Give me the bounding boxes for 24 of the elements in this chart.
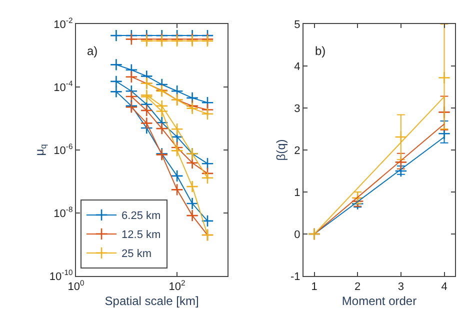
y-tick-label: 10$^{-6}$ bbox=[54, 142, 73, 157]
x-axis-title: Moment order bbox=[342, 294, 417, 308]
y-tick-label: 1 bbox=[294, 186, 300, 199]
y-tick-label: 10$^{-2}$ bbox=[54, 16, 73, 31]
y-axis-title: β(q) bbox=[274, 139, 288, 161]
x-tick-label: 4 bbox=[441, 281, 448, 294]
y-tick-label: 3 bbox=[294, 102, 300, 115]
y-tick-label: 5 bbox=[294, 18, 300, 31]
annotation: a) bbox=[87, 44, 98, 58]
legend-label: 25 km bbox=[122, 248, 152, 260]
y-tick-label: 0 bbox=[294, 228, 300, 241]
y-tick-label: -1 bbox=[290, 270, 300, 283]
x-tick-label: 2 bbox=[354, 281, 361, 294]
x-tick-label: 10$^{2}$ bbox=[168, 278, 186, 294]
y-tick-label: 10$^{-8}$ bbox=[54, 205, 73, 220]
legend-label: 6.25 km bbox=[122, 210, 161, 222]
y-tick-label: 2 bbox=[294, 144, 300, 157]
annotation: b) bbox=[315, 44, 326, 58]
x-tick-label: 1 bbox=[311, 281, 318, 294]
legend-label: 12.5 km bbox=[122, 229, 161, 242]
x-tick-label: 3 bbox=[398, 281, 404, 294]
y-tick-label: 10$^{-4}$ bbox=[54, 79, 74, 94]
x-axis-title: Spatial scale [km] bbox=[104, 294, 199, 308]
y-tick-label: 4 bbox=[294, 60, 300, 73]
